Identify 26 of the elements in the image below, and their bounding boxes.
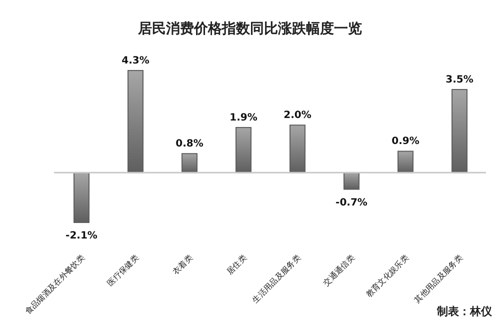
bar xyxy=(452,88,468,174)
data-label: -2.1% xyxy=(66,230,98,242)
x-tick-label: 交通通信类 xyxy=(322,253,356,288)
bar xyxy=(128,70,144,174)
bar xyxy=(236,126,252,174)
data-label: 1.9% xyxy=(230,112,258,124)
x-tick-label: 其他用品及服务类 xyxy=(412,253,464,305)
data-label: 0.9% xyxy=(392,136,420,148)
text: 制表：林仪 xyxy=(437,304,492,319)
data-label: 0.8% xyxy=(176,138,204,150)
x-tick-label: 食品烟酒及在外餐饮类 xyxy=(23,253,86,316)
data-label: -0.7% xyxy=(336,197,368,208)
data-label: 2.0% xyxy=(284,110,312,122)
bar xyxy=(74,172,90,224)
bar xyxy=(290,124,306,174)
data-label: 4.3% xyxy=(122,55,150,66)
x-tick-label: 居住类 xyxy=(225,253,248,276)
x-tick-label: 生活用品及服务类 xyxy=(250,253,302,305)
bar xyxy=(182,153,198,174)
data-label: 3.5% xyxy=(446,74,474,86)
x-tick-label: 教育文化娱乐类 xyxy=(364,253,410,300)
chart-title: 居民消费价格指数同比涨跌幅度一览 xyxy=(136,20,363,38)
x-tick-label: 衣着类 xyxy=(171,253,194,276)
bar xyxy=(398,150,414,174)
bar xyxy=(344,172,360,190)
x-tick-label: 医疗保健类 xyxy=(106,253,140,288)
